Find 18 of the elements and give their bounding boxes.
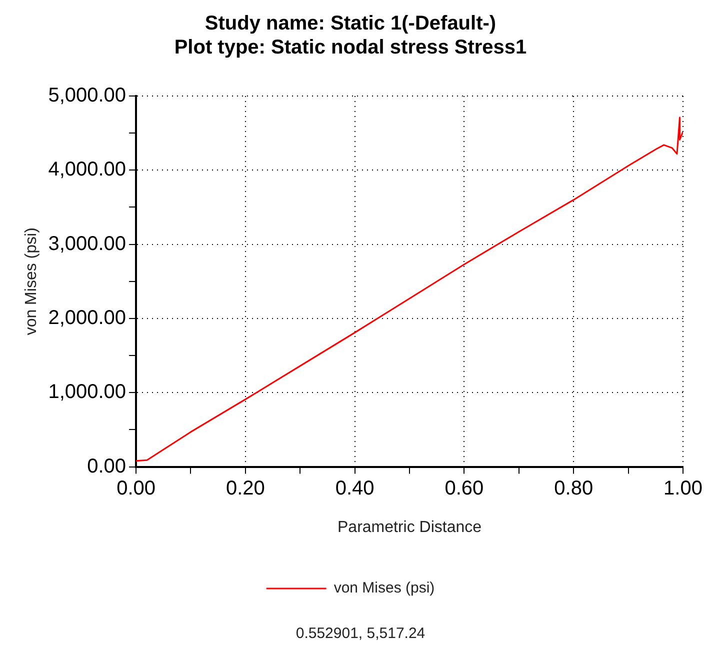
x-tick-label: 0.60 [444, 477, 484, 500]
text: 0.552901, 5,517.24 [296, 625, 426, 642]
y-axis-title: von Mises (psi) [23, 228, 40, 336]
x-tick-label: 1.00 [664, 477, 702, 500]
text: Plot type: Static nodal stress Stress1 [174, 36, 527, 59]
y-tick-label: 5,000.00 [48, 84, 126, 107]
text: Study name: Static 1(-Default-) [204, 12, 496, 35]
x-tick-label: 0.40 [335, 477, 374, 500]
y-tick-label: 2,000.00 [48, 306, 126, 329]
x-axis-title: Parametric Distance [338, 518, 482, 536]
y-tick-label: 1,000.00 [48, 381, 126, 404]
x-tick-label: 0.00 [116, 477, 156, 500]
x-tick-label: 0.20 [226, 477, 265, 500]
x-tick-label: 0.80 [554, 477, 594, 500]
y-tick-label: 3,000.00 [48, 232, 126, 255]
y-tick-label: 0.00 [87, 455, 126, 478]
legend-label: von Mises (psi) [334, 580, 435, 597]
y-tick-label: 4,000.00 [48, 158, 126, 181]
